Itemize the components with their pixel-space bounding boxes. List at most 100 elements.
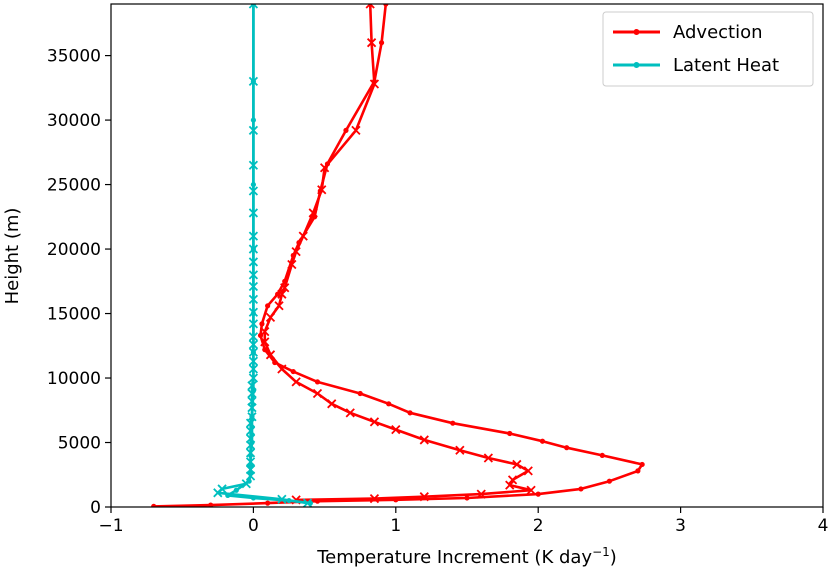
- data-point-advection: [208, 502, 214, 507]
- data-point-advection: [291, 377, 301, 387]
- data-point-advection: [599, 452, 605, 459]
- data-point-advection: [507, 430, 513, 437]
- data-point-advection: [151, 503, 157, 507]
- legend-label-advection: Advection: [673, 22, 763, 43]
- x-tick-label: 1: [390, 516, 401, 536]
- data-point-latent-heat: [248, 373, 259, 383]
- data-point-advection: [280, 283, 290, 293]
- data-point-advection: [277, 289, 287, 299]
- series-advection-dot: [151, 4, 645, 507]
- x-tick-label: 3: [675, 516, 686, 536]
- data-point-advection: [308, 208, 318, 218]
- data-point-latent-heat: [248, 281, 259, 292]
- y-axis-label: Height (m): [2, 208, 23, 305]
- data-point-latent-heat: [248, 257, 259, 267]
- x-tick-label: −1: [98, 516, 123, 536]
- data-point-latent-heat: [247, 412, 257, 422]
- data-point-advection: [259, 321, 265, 327]
- y-tick-label: 20000: [47, 240, 101, 260]
- data-point-latent-heat: [248, 339, 259, 350]
- data-point-latent-heat: [248, 244, 259, 254]
- data-point-advection: [639, 461, 645, 468]
- data-point-latent-heat: [248, 294, 259, 304]
- data-point-advection: [357, 390, 363, 397]
- x-axis-ticks: −1 0 1 2 3 4: [98, 507, 828, 536]
- data-point-advection: [526, 485, 536, 495]
- data-point-latent-heat: [248, 231, 259, 241]
- data-point-latent-heat: [247, 396, 257, 406]
- data-point-advection: [464, 495, 470, 501]
- data-point-latent-heat: [233, 487, 239, 493]
- data-point-advection: [507, 475, 518, 485]
- x-axis-label: Temperature Increment (K day−1): [316, 545, 617, 568]
- data-point-latent-heat: [245, 457, 256, 467]
- data-point-advection: [265, 312, 276, 323]
- data-point-latent-heat: [248, 364, 259, 374]
- data-point-advection: [564, 445, 570, 451]
- data-point-advection: [312, 388, 323, 399]
- data-point-advection: [260, 326, 270, 337]
- data-point-advection: [505, 480, 515, 490]
- data-point-advection: [290, 368, 296, 375]
- data-point-advection: [275, 291, 281, 297]
- data-point-advection: [383, 4, 389, 7]
- data-point-advection: [523, 466, 533, 476]
- data-point-advection: [369, 417, 380, 427]
- y-tick-label: 25000: [47, 176, 101, 196]
- series-latent-heat-dot: [225, 4, 313, 506]
- series-line-advection: [263, 4, 533, 502]
- legend-marker-advection: [633, 29, 640, 35]
- data-point-advection: [455, 445, 465, 455]
- y-tick-label: 10000: [47, 369, 101, 389]
- data-point-latent-heat: [248, 160, 259, 170]
- data-point-latent-heat: [248, 319, 259, 329]
- data-point-advection: [265, 350, 276, 360]
- data-point-advection: [343, 127, 349, 133]
- y-tick-label: 15000: [47, 305, 101, 325]
- data-point-advection: [265, 303, 271, 309]
- series-latent-heat-x: [213, 4, 313, 507]
- data-point-advection: [378, 40, 385, 46]
- data-point-latent-heat: [245, 434, 256, 444]
- data-point-advection: [365, 4, 375, 9]
- data-point-advection: [407, 410, 413, 416]
- data-point-latent-heat: [248, 332, 259, 342]
- data-point-advection: [265, 500, 271, 506]
- data-point-advection: [369, 79, 380, 89]
- data-point-advection: [419, 435, 429, 445]
- data-point-advection: [606, 478, 613, 484]
- data-point-latent-heat: [217, 484, 227, 494]
- data-point-advection: [287, 259, 297, 270]
- data-point-latent-heat: [247, 388, 257, 399]
- data-point-latent-heat: [247, 381, 257, 391]
- data-point-advection: [539, 438, 546, 444]
- data-point-latent-heat: [248, 356, 259, 366]
- x-tick-label: 0: [248, 516, 259, 536]
- data-point-advection: [476, 489, 486, 499]
- legend-label-latent-heat: Latent Heat: [673, 55, 779, 76]
- data-point-advection: [578, 486, 584, 492]
- data-point-advection: [450, 420, 456, 426]
- data-point-latent-heat: [245, 464, 256, 475]
- data-point-latent-heat: [248, 4, 259, 9]
- data-point-advection: [386, 401, 392, 407]
- data-point-advection: [317, 185, 327, 195]
- y-tick-label: 5000: [58, 434, 101, 454]
- data-point-advection: [483, 453, 493, 463]
- data-point-advection: [319, 163, 330, 173]
- data-point-advection: [314, 379, 321, 385]
- data-point-latent-heat: [245, 448, 256, 458]
- data-point-latent-heat: [248, 76, 259, 87]
- x-tick-label: 4: [818, 516, 829, 536]
- y-tick-label: 0: [90, 498, 101, 518]
- data-point-advection: [635, 468, 641, 474]
- data-point-advection: [327, 399, 337, 409]
- data-point-latent-heat: [245, 426, 256, 436]
- data-point-advection: [274, 301, 284, 311]
- data-point-latent-heat: [248, 347, 259, 357]
- data-point-advection: [419, 492, 429, 502]
- data-point-advection: [391, 424, 401, 435]
- data-point-latent-heat: [248, 208, 259, 218]
- data-point-latent-heat: [248, 125, 259, 136]
